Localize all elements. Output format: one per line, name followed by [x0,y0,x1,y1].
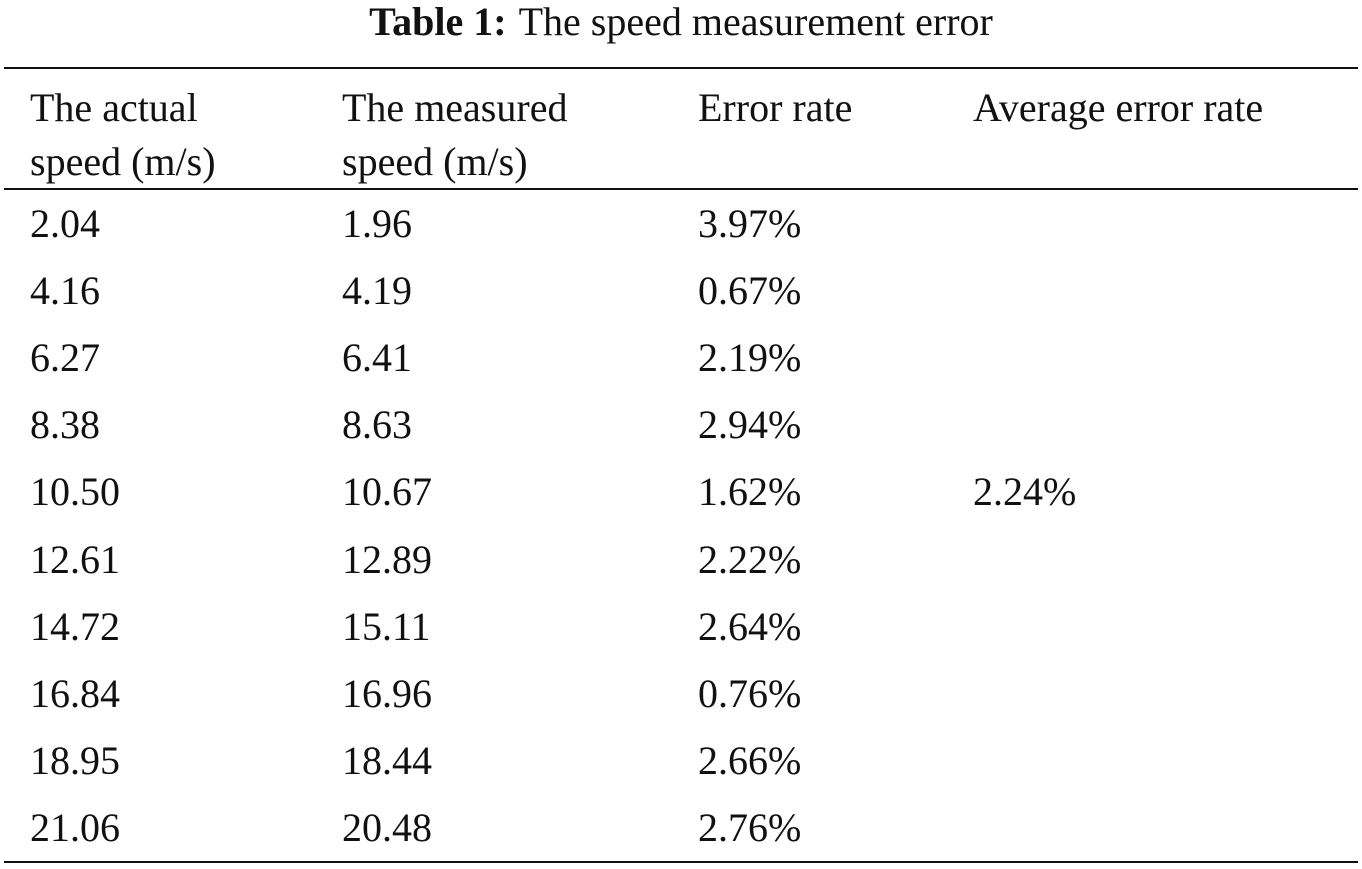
table-cell: 16.96 [342,671,432,716]
table-cell: 15.11 [342,603,431,649]
table-cell: 16.84 [30,671,120,716]
table-cell: 20.48 [342,805,432,851]
table-cell: 2.19% [698,335,802,380]
caption-label: Table 1: [369,0,507,44]
table-cell: 1.96 [342,200,412,246]
header-cell: Average error rate [973,85,1264,130]
table-cell: 3.97% [698,200,802,246]
table-cell: 2.64% [698,603,802,649]
header-cell: speed (m/s) [30,139,216,184]
header-cell: Error rate [698,85,853,130]
caption: Table 1: The speed measurement error [0,2,1362,42]
table-cell: 6.41 [342,335,412,380]
table-cell: 18.44 [342,738,432,784]
table-cell: 6.27 [30,335,100,380]
header-cell: The actual [30,85,198,130]
table-cell: 0.67% [698,267,802,313]
top-rule [4,67,1358,69]
header-rule [4,188,1358,190]
average-cell: 2.24% [973,469,1077,515]
table-cell: 4.16 [30,267,100,313]
table-cell: 8.38 [30,402,100,448]
table-cell: 1.62% [698,469,802,515]
table-cell: 2.94% [698,402,802,448]
table-cell: 0.76% [698,671,802,716]
table-cell: 2.04 [30,200,100,246]
table-cell: 10.50 [30,469,120,515]
table-cell: 2.22% [698,536,802,582]
table-cell: 12.89 [342,536,432,582]
table-cell: 8.63 [342,402,412,448]
table-cell: 10.67 [342,469,432,515]
table-cell: 12.61 [30,536,120,582]
table-cell: 2.66% [698,738,802,784]
table-cell: 2.76% [698,805,802,851]
header-cell: The measured [342,85,568,130]
table-cell: 18.95 [30,738,120,784]
table-cell: 21.06 [30,805,120,851]
caption-title: The speed measurement error [518,0,993,44]
bottom-rule [4,861,1358,863]
table-cell: 14.72 [30,603,120,649]
table-cell: 4.19 [342,267,412,313]
header-cell: speed (m/s) [342,139,528,184]
